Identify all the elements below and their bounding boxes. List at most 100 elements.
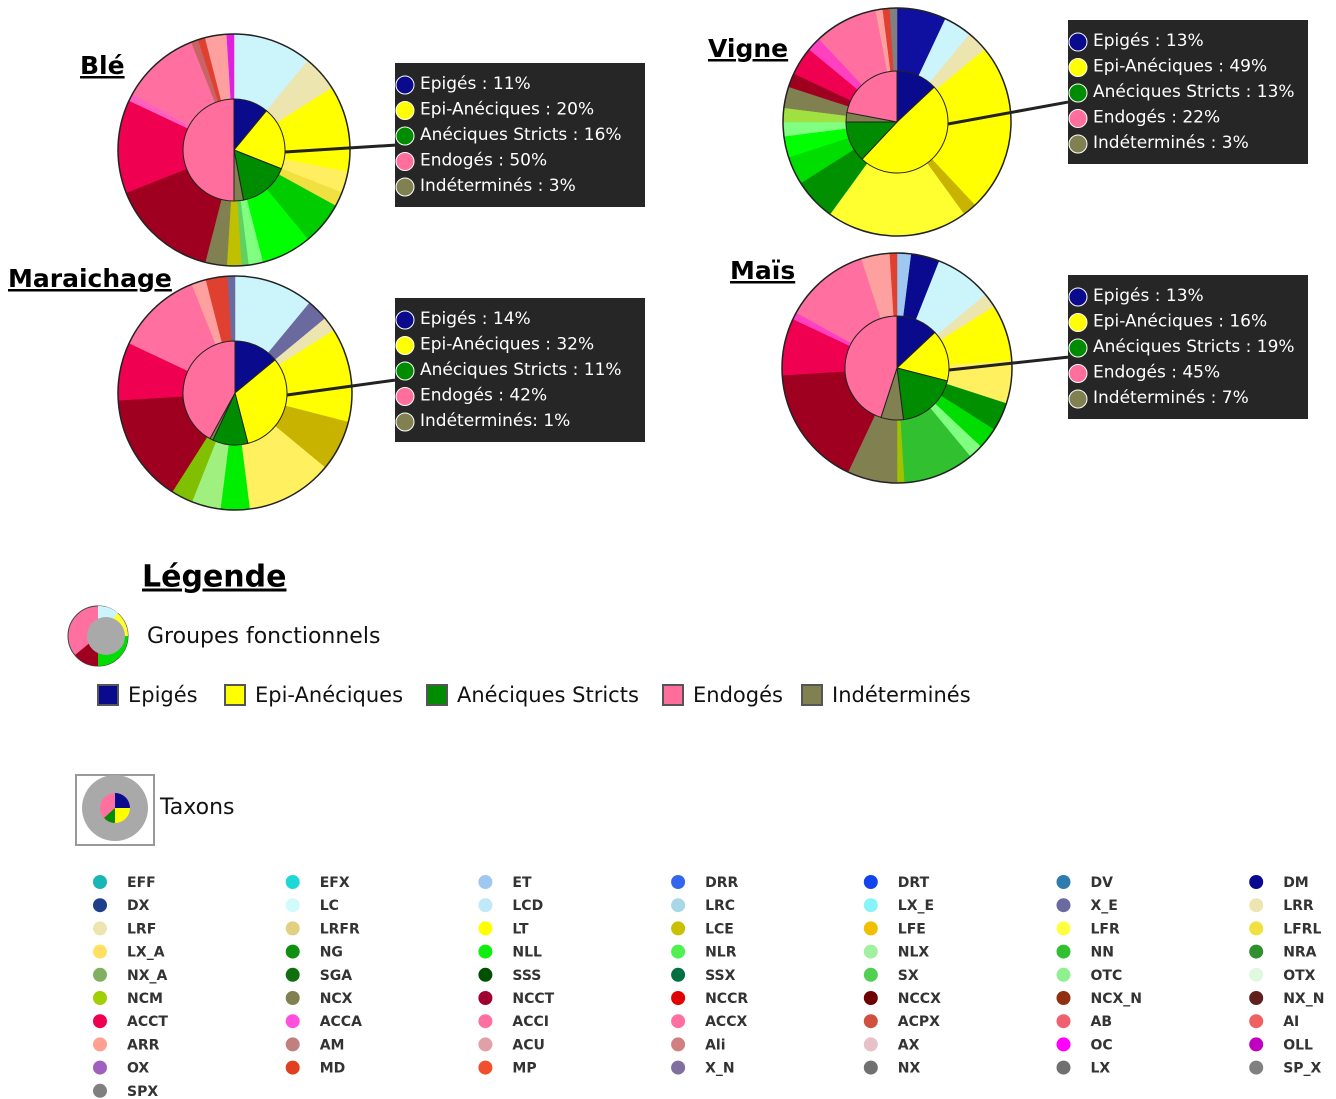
taxon-label: AB (1091, 1014, 1113, 1030)
taxon-label: NX_N (1283, 991, 1324, 1007)
taxon-dot (1249, 1014, 1264, 1029)
tooltip-label: Endogés : 22% (1093, 108, 1220, 128)
taxon-label: LRFR (320, 921, 360, 937)
outer-border (781, 252, 1013, 484)
taxon-dot (671, 967, 686, 982)
taxon-label: NLL (512, 945, 542, 961)
taxon-dot (863, 967, 878, 982)
taxon-label: LX (1091, 1061, 1111, 1077)
taxon-dot (671, 1060, 686, 1075)
tooltip-dot (1068, 389, 1088, 409)
tooltip-label: Epigés : 13% (1093, 286, 1204, 306)
taxon-label: LT (512, 921, 529, 937)
taxon-dot (1056, 875, 1071, 889)
taxon-dot (863, 991, 878, 1005)
chart-title: Maïs (730, 256, 795, 285)
group-swatch (662, 684, 684, 706)
tooltip-dot (395, 177, 415, 197)
taxon-label: SSS (512, 968, 541, 984)
taxon-dot (285, 991, 300, 1005)
inner-slice (233, 109, 286, 170)
taxon-label: ACCI (512, 1014, 549, 1030)
taxon-dot (93, 1060, 107, 1075)
taxon-label: ACCA (320, 1014, 362, 1030)
tooltip-dot (395, 387, 415, 406)
taxon-dot (863, 921, 878, 936)
connector (284, 143, 396, 154)
taxon-label: X_E (1091, 898, 1118, 914)
taxon-dot (478, 898, 493, 913)
taxon-label: NRA (1283, 945, 1316, 961)
taxon-label: NCX_N (1091, 991, 1143, 1007)
taxon-dot (1249, 1037, 1264, 1052)
inner-slice (861, 86, 949, 174)
taxon-label: LX_E (898, 898, 934, 914)
outer-border (117, 275, 353, 511)
tooltip-label: Epi-Anéciques : 32% (420, 335, 594, 355)
taxon-label: DX (127, 898, 150, 914)
sunburst (117, 33, 351, 267)
chart-title: Maraichage (8, 264, 172, 293)
taxon-dot (478, 991, 493, 1005)
tooltip-label: Indéterminés : 3% (420, 176, 576, 196)
taxon-label: SPX (127, 1084, 158, 1099)
group-swatch (224, 684, 246, 706)
taxon-dot (93, 991, 107, 1005)
tooltip-label: Epigés : 14% (420, 309, 531, 329)
tooltip-dot (395, 126, 415, 146)
taxon-label: OLL (1283, 1037, 1313, 1053)
group-label: Endogés (693, 683, 783, 707)
tooltip-label: Epi-Anéciques : 20% (420, 100, 594, 120)
taxon-dot (863, 1014, 878, 1029)
tooltip-label: Endogés : 45% (1093, 363, 1220, 383)
taxon-dot (93, 1037, 107, 1052)
taxon-label: EFF (127, 875, 156, 891)
tooltip-dot (395, 310, 415, 330)
taxon-dot (1056, 1014, 1071, 1029)
tooltip-dot (395, 412, 415, 432)
taxon-label: AX (898, 1037, 920, 1053)
groups-title: Groupes fonctionnels (147, 624, 380, 649)
taxon-label: MP (512, 1061, 536, 1077)
taxon-label: AI (1283, 1014, 1299, 1030)
tooltip-label: Anéciques Stricts : 19% (1093, 337, 1295, 357)
connector (948, 355, 1069, 372)
group-label: Anéciques Stricts (457, 683, 639, 707)
taxon-label: LC (320, 898, 339, 914)
taxon-dot (671, 875, 686, 889)
taxon-label: ACPX (898, 1014, 940, 1030)
tooltip-label: Anéciques Stricts : 16% (420, 125, 622, 145)
taxon-dot (863, 898, 878, 913)
taxon-dot (478, 1037, 493, 1052)
taxon-label: EFX (320, 875, 350, 891)
taxon-dot (93, 967, 107, 982)
taxon-label: NCCX (898, 991, 941, 1007)
taxon-dot (1056, 944, 1071, 959)
taxon-dot (285, 1060, 300, 1075)
taxon-label: NX_A (127, 968, 168, 984)
inner-slice (844, 315, 898, 419)
taxon-dot (93, 1014, 107, 1029)
taxon-dot (93, 1083, 107, 1098)
group-label: Indéterminés (832, 683, 971, 707)
taxon-dot (1056, 921, 1071, 936)
tooltip-label: Epigés : 13% (1093, 31, 1204, 51)
taxon-label: NCX (320, 991, 353, 1007)
taxon-label: DRT (898, 875, 930, 891)
tooltip-dot (395, 152, 415, 171)
taxon-dot (671, 991, 686, 1005)
tooltip-label: Endogés : 42% (420, 386, 547, 406)
group-swatch (426, 684, 448, 706)
tooltip-dot (395, 101, 415, 120)
taxon-label: LFRL (1283, 921, 1321, 937)
taxons-title: Taxons (159, 795, 235, 820)
taxon-dot (93, 921, 107, 936)
taxon-dot (285, 967, 300, 982)
legend-title: Légende (142, 560, 286, 595)
taxon-dot (1249, 967, 1264, 982)
inner-slice (182, 340, 236, 440)
taxons-icon (75, 774, 155, 846)
taxon-dot (478, 921, 493, 936)
chart-title: Vigne (708, 34, 788, 63)
tooltip-box (395, 63, 645, 207)
